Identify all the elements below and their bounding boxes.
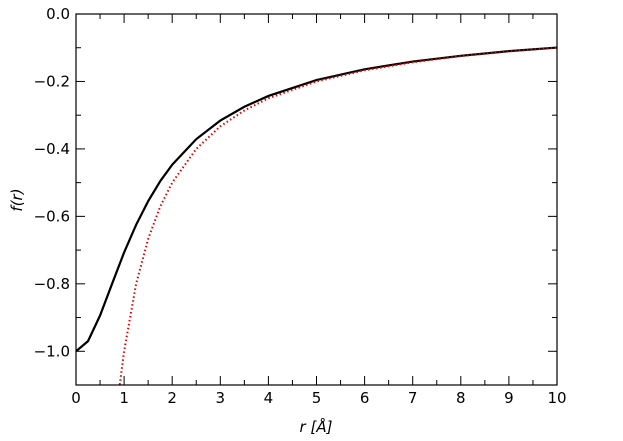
- x-tick-label: 5: [312, 389, 322, 407]
- x-tick-label: 9: [504, 389, 514, 407]
- line-series: [76, 46, 557, 353]
- line-series: [118, 46, 557, 385]
- x-tick-label: 0: [71, 389, 81, 407]
- y-tick-label: 0.0: [46, 5, 70, 23]
- y-tick-label: −0.2: [34, 72, 70, 90]
- x-tick-label: 3: [216, 389, 226, 407]
- x-tick-label: 10: [547, 389, 566, 407]
- x-tick-label: 4: [264, 389, 274, 407]
- x-tick-label: 1: [119, 389, 129, 407]
- y-axis-label: f(r): [8, 188, 26, 211]
- x-tick-label: 6: [360, 389, 370, 407]
- y-tick-label: −0.6: [34, 207, 70, 225]
- x-tick-label: 2: [167, 389, 177, 407]
- y-tick-label: −0.8: [34, 275, 70, 293]
- plot-frame: [75, 13, 558, 386]
- x-tick-label: 8: [456, 389, 466, 407]
- x-tick-label: 7: [408, 389, 418, 407]
- x-axis-label: r [Å]: [300, 417, 333, 436]
- y-tick-label: −0.4: [34, 140, 70, 158]
- y-tick-label: −1.0: [34, 342, 70, 360]
